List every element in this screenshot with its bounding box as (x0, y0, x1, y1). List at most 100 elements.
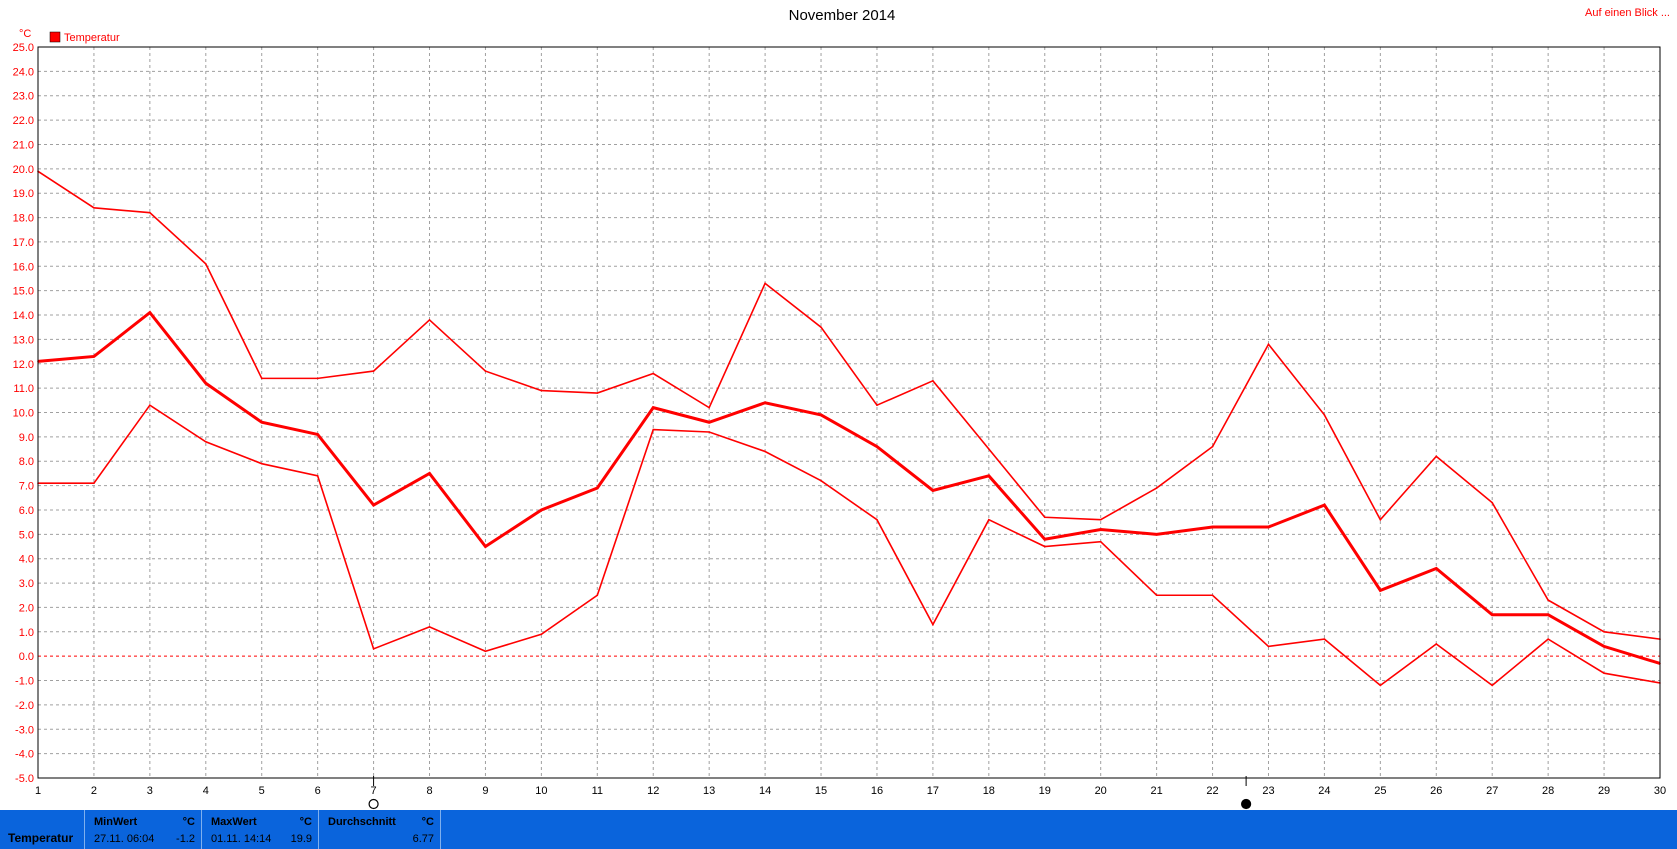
data-point-avg (372, 504, 375, 506)
x-tick-label: 29 (1598, 785, 1610, 797)
data-point-max (820, 326, 822, 329)
x-tick-label: 19 (1039, 785, 1051, 797)
x-tick-label: 7 (371, 785, 377, 797)
data-point-max (1491, 501, 1494, 504)
data-point-avg (260, 421, 263, 424)
y-tick-label: 5.0 (19, 529, 34, 541)
stats-max-cell: MaxWert °C 01.11. 14:14 19.9 (202, 810, 319, 849)
data-point-min (204, 440, 207, 443)
y-tick-label: 18.0 (13, 213, 34, 225)
series-line-min (38, 404, 1661, 687)
data-point-min (1043, 545, 1046, 548)
y-tick-label: 10.0 (13, 408, 34, 420)
data-point-max (1099, 518, 1102, 521)
data-point-min (708, 431, 710, 433)
min-time: 27.11. 06:04 (94, 833, 155, 845)
data-point-max (1155, 487, 1158, 489)
data-point-avg (1267, 526, 1270, 528)
data-point-min (1435, 643, 1438, 645)
data-point-avg (540, 509, 543, 511)
data-point-avg (988, 475, 990, 477)
y-tick-label: -2.0 (15, 700, 34, 712)
data-point-max (596, 392, 599, 394)
x-tick-label: 6 (315, 785, 321, 797)
data-point-avg (1547, 613, 1549, 616)
data-point-min (988, 518, 990, 521)
data-point-max (876, 404, 878, 406)
legend-label: Temperatur (64, 32, 120, 44)
data-point-avg (316, 433, 319, 436)
data-point-avg (1155, 533, 1158, 536)
data-point-min (652, 428, 655, 431)
x-tick-label: 24 (1318, 785, 1330, 797)
moon-markers (368, 776, 1252, 810)
data-point-min (372, 648, 375, 650)
data-point-max (260, 377, 263, 380)
data-point-min (149, 404, 151, 406)
series-line-avg (37, 310, 1661, 665)
data-point-min (876, 518, 878, 521)
data-point-avg (1491, 613, 1494, 616)
x-tick-label: 18 (983, 785, 995, 797)
stats-avg-cell: Durchschnitt °C 6.77 (319, 810, 441, 849)
data-point-max (1435, 455, 1438, 458)
data-point-avg (596, 487, 599, 489)
x-tick-label: 9 (482, 785, 488, 797)
data-point-avg (764, 401, 766, 404)
data-point-min (764, 450, 766, 453)
y-tick-label: 23.0 (13, 91, 34, 103)
x-tick-label: 17 (927, 785, 939, 797)
data-point-avg (1379, 589, 1382, 592)
y-tick-label: -1.0 (15, 676, 34, 688)
x-tick-label: 27 (1486, 785, 1498, 797)
data-point-min (260, 462, 263, 465)
data-point-max (708, 406, 710, 409)
stats-min-cell: MinWert °C 27.11. 06:04 -1.2 (85, 810, 202, 849)
y-tick-label: 17.0 (13, 237, 34, 249)
y-tick-label: 0.0 (19, 651, 34, 663)
data-point-max (1547, 599, 1549, 601)
data-point-max (932, 380, 934, 382)
data-point-avg (708, 421, 710, 424)
x-tick-label: 8 (426, 785, 432, 797)
data-point-min (596, 594, 599, 597)
data-point-avg (149, 311, 151, 314)
chart-title: November 2014 (789, 7, 896, 24)
data-point-avg (876, 445, 878, 448)
data-point-min (1491, 684, 1494, 687)
data-point-max (93, 207, 95, 209)
x-tick-label: 4 (203, 785, 209, 797)
data-point-max (1043, 516, 1046, 519)
data-point-min (93, 482, 95, 484)
grid-lines (38, 46, 1660, 779)
x-tick-label: 26 (1430, 785, 1442, 797)
x-tick-label: 3 (147, 785, 153, 797)
data-point-min (1603, 672, 1605, 675)
y-unit-label: °C (19, 28, 31, 40)
max-label: MaxWert (211, 816, 257, 828)
x-tick-label: 25 (1374, 785, 1386, 797)
overview-link[interactable]: Auf einen Blick ... (1585, 7, 1670, 19)
data-point-max (1323, 414, 1326, 416)
data-point-min (1211, 594, 1214, 597)
data-point-max (149, 211, 151, 214)
plot-frame (37, 46, 1661, 779)
y-tick-label: 22.0 (13, 115, 34, 127)
data-point-max (652, 372, 655, 375)
min-unit: °C (182, 816, 195, 828)
data-point-max (1211, 445, 1214, 448)
x-tick-label: 28 (1542, 785, 1554, 797)
y-tick-label: 25.0 (13, 42, 34, 54)
stats-series-cell: Temperatur (0, 810, 85, 849)
x-tick-label: 30 (1654, 785, 1666, 797)
data-point-avg (484, 545, 487, 548)
y-tick-label: 14.0 (13, 310, 34, 322)
x-tick-label: 2 (91, 785, 97, 797)
data-point-max (428, 319, 431, 321)
x-tick-label: 11 (592, 785, 603, 797)
avg-unit: °C (421, 816, 434, 828)
data-point-avg (1043, 538, 1046, 541)
data-point-max (484, 370, 487, 372)
data-point-avg (932, 489, 934, 492)
y-tick-label: 24.0 (13, 66, 34, 78)
